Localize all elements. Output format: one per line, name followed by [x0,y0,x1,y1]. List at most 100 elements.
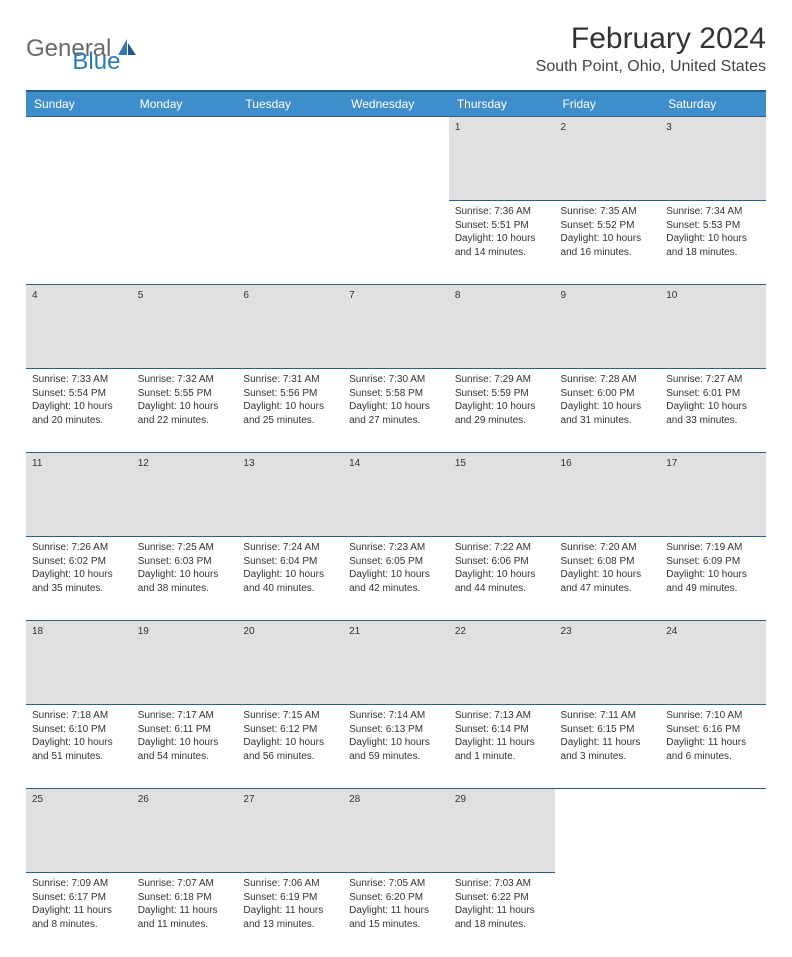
day-cell: Sunrise: 7:05 AMSunset: 6:20 PMDaylight:… [343,873,449,957]
day-number: 10 [660,285,766,369]
day-number [237,117,343,201]
daylight-text: Daylight: 10 hours and 25 minutes. [243,400,337,427]
day-number: 14 [343,453,449,537]
daylight-text: Daylight: 10 hours and 51 minutes. [32,736,126,763]
sunset-text: Sunset: 6:03 PM [138,555,232,569]
daylight-text: Daylight: 10 hours and 20 minutes. [32,400,126,427]
sunset-text: Sunset: 6:13 PM [349,723,443,737]
sunset-text: Sunset: 6:11 PM [138,723,232,737]
daylight-text: Daylight: 10 hours and 18 minutes. [666,232,760,259]
daylight-text: Daylight: 10 hours and 31 minutes. [561,400,655,427]
day-number: 16 [555,453,661,537]
daylight-text: Daylight: 10 hours and 42 minutes. [349,568,443,595]
day-number: 21 [343,621,449,705]
sunset-text: Sunset: 6:05 PM [349,555,443,569]
sunset-text: Sunset: 6:12 PM [243,723,337,737]
day-number [343,117,449,201]
day-number-row: 45678910 [26,285,766,369]
sunset-text: Sunset: 5:51 PM [455,219,549,233]
sunset-text: Sunset: 6:15 PM [561,723,655,737]
sunrise-text: Sunrise: 7:30 AM [349,373,443,387]
day-number [26,117,132,201]
daylight-text: Daylight: 10 hours and 38 minutes. [138,568,232,595]
day-cell: Sunrise: 7:17 AMSunset: 6:11 PMDaylight:… [132,705,238,789]
day-number: 2 [555,117,661,201]
day-detail-row: Sunrise: 7:09 AMSunset: 6:17 PM Daylight:… [26,873,766,957]
sunset-text: Sunset: 6:19 PM [243,891,337,905]
sunrise-text: Sunrise: 7:22 AM [455,541,549,555]
weekday-header: Friday [555,91,661,117]
sunrise-text: Sunrise: 7:36 AM [455,205,549,219]
day-cell: Sunrise: 7:34 AMSunset: 5:53 PMDaylight:… [660,201,766,285]
weekday-header-row: SundayMondayTuesdayWednesdayThursdayFrid… [26,91,766,117]
day-cell [237,201,343,285]
sunrise-text: Sunrise: 7:26 AM [32,541,126,555]
day-cell: Sunrise: 7:14 AMSunset: 6:13 PMDaylight:… [343,705,449,789]
daylight-text: Daylight: 10 hours and 16 minutes. [561,232,655,259]
logo: General Blue [26,22,120,76]
day-cell: Sunrise: 7:23 AMSunset: 6:05 PMDaylight:… [343,537,449,621]
sunset-text: Sunset: 5:58 PM [349,387,443,401]
day-cell: Sunrise: 7:32 AMSunset: 5:55 PMDaylight:… [132,369,238,453]
day-number: 6 [237,285,343,369]
day-number: 20 [237,621,343,705]
sunrise-text: Sunrise: 7:13 AM [455,709,549,723]
daylight-text: Daylight: 11 hours and 18 minutes. [455,904,549,931]
sunset-text: Sunset: 6:22 PM [455,891,549,905]
daylight-text: Daylight: 11 hours and 15 minutes. [349,904,443,931]
sunrise-text: Sunrise: 7:29 AM [455,373,549,387]
day-cell: Sunrise: 7:29 AMSunset: 5:59 PMDaylight:… [449,369,555,453]
day-number: 9 [555,285,661,369]
daylight-text: Daylight: 10 hours and 29 minutes. [455,400,549,427]
daylight-text: Daylight: 10 hours and 33 minutes. [666,400,760,427]
day-cell: Sunrise: 7:31 AMSunset: 5:56 PMDaylight:… [237,369,343,453]
day-cell [26,201,132,285]
sunset-text: Sunset: 5:53 PM [666,219,760,233]
daylight-text: Daylight: 11 hours and 11 minutes. [138,904,232,931]
sunrise-text: Sunrise: 7:17 AM [138,709,232,723]
day-number: 29 [449,789,555,873]
day-number: 8 [449,285,555,369]
day-number: 3 [660,117,766,201]
sunset-text: Sunset: 6:08 PM [561,555,655,569]
sunrise-text: Sunrise: 7:27 AM [666,373,760,387]
day-cell: Sunrise: 7:03 AMSunset: 6:22 PMDaylight:… [449,873,555,957]
day-number: 1 [449,117,555,201]
sunrise-text: Sunrise: 7:34 AM [666,205,760,219]
weekday-header: Saturday [660,91,766,117]
sunset-text: Sunset: 6:00 PM [561,387,655,401]
sunset-text: Sunset: 5:54 PM [32,387,126,401]
sunrise-text: Sunrise: 7:09 AM [32,877,126,891]
daylight-text: Daylight: 10 hours and 59 minutes. [349,736,443,763]
sunset-text: Sunset: 5:55 PM [138,387,232,401]
sunset-text: Sunset: 6:10 PM [32,723,126,737]
day-cell: Sunrise: 7:15 AMSunset: 6:12 PMDaylight:… [237,705,343,789]
day-cell [132,201,238,285]
day-cell: Sunrise: 7:18 AMSunset: 6:10 PMDaylight:… [26,705,132,789]
day-number: 11 [26,453,132,537]
day-cell: Sunrise: 7:36 AMSunset: 5:51 PMDaylight:… [449,201,555,285]
sunrise-text: Sunrise: 7:19 AM [666,541,760,555]
daylight-text: Daylight: 10 hours and 44 minutes. [455,568,549,595]
day-number: 13 [237,453,343,537]
daylight-text: Daylight: 10 hours and 14 minutes. [455,232,549,259]
day-cell: Sunrise: 7:24 AMSunset: 6:04 PMDaylight:… [237,537,343,621]
day-number: 12 [132,453,238,537]
day-number: 19 [132,621,238,705]
day-number: 18 [26,621,132,705]
daylight-text: Daylight: 10 hours and 40 minutes. [243,568,337,595]
daylight-text: Daylight: 11 hours and 1 minute. [455,736,549,763]
day-cell: Sunrise: 7:19 AMSunset: 6:09 PMDaylight:… [660,537,766,621]
sunrise-text: Sunrise: 7:11 AM [561,709,655,723]
day-cell: Sunrise: 7:28 AMSunset: 6:00 PMDaylight:… [555,369,661,453]
sunset-text: Sunset: 6:04 PM [243,555,337,569]
day-number: 26 [132,789,238,873]
month-title: February 2024 [536,22,766,56]
day-cell [343,201,449,285]
sunset-text: Sunset: 5:59 PM [455,387,549,401]
sunset-text: Sunset: 6:17 PM [32,891,126,905]
location: South Point, Ohio, United States [536,58,766,76]
day-number: 25 [26,789,132,873]
sunset-text: Sunset: 5:52 PM [561,219,655,233]
sunset-text: Sunset: 5:56 PM [243,387,337,401]
